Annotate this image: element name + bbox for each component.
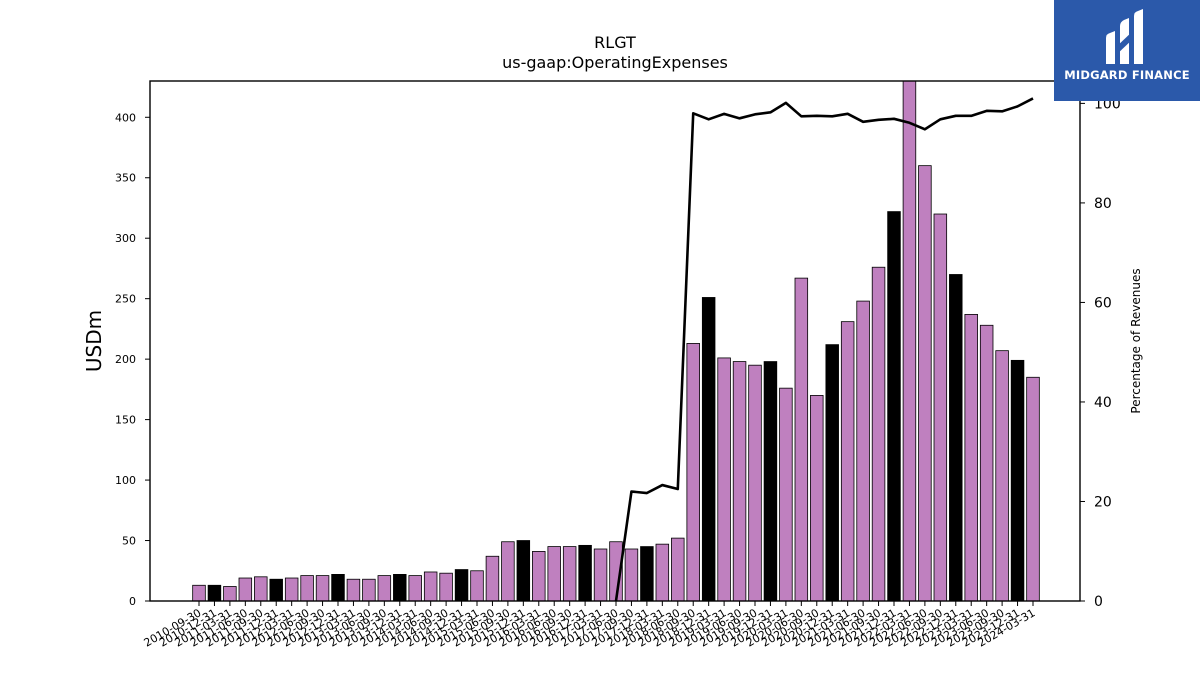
- y2-tick-label: 40: [1094, 395, 1112, 411]
- y-tick-label: 50: [122, 535, 136, 548]
- bar-2021-03-31: [840, 321, 855, 602]
- midgard-finance-logo: MIDGARD FINANCE: [1054, 0, 1200, 101]
- y-tick-label: 300: [115, 232, 136, 245]
- bar-2017-09-30: [624, 548, 639, 602]
- bar-2023-09-30: [995, 350, 1009, 602]
- bar-2011-03-31: [223, 586, 237, 602]
- bar-2022-09-30: [933, 213, 948, 602]
- y-tick-label: 100: [115, 474, 136, 487]
- y-tick-label: 250: [115, 293, 136, 306]
- plot-frame: [149, 80, 1081, 602]
- bar-2018-06-30: [671, 537, 685, 602]
- bar-2016-06-30: [547, 546, 561, 602]
- bar-2011-12-31: [269, 578, 283, 602]
- chart-title: RLGT: [594, 33, 636, 52]
- bar-2018-12-31: [701, 297, 716, 602]
- bar-2021-06-30: [856, 300, 870, 602]
- bar-2018-09-30: [686, 343, 700, 602]
- bar-2013-03-31: [346, 578, 361, 602]
- bar-2013-12-31: [393, 574, 407, 602]
- bar-2016-09-30: [562, 546, 577, 602]
- bar-2015-12-31: [516, 540, 531, 602]
- y-tick-label: 400: [115, 111, 136, 124]
- pct-of-revenues-line: [614, 97, 1034, 602]
- bar-2011-06-30: [238, 577, 253, 602]
- bar-2017-12-31: [640, 546, 654, 602]
- bar-2022-06-30: [918, 165, 932, 602]
- bar-2021-09-30: [871, 266, 886, 602]
- y-axis-label: USDm: [82, 310, 106, 372]
- y-tick-label: 0: [129, 595, 136, 608]
- bar-2010-09-30: [192, 584, 206, 602]
- y-tick-label: 350: [115, 172, 136, 185]
- bar-2020-12-31: [825, 344, 839, 602]
- bar-2024-03-31: [1026, 376, 1040, 602]
- bar-2014-12-31: [454, 569, 469, 602]
- bar-2019-06-30: [732, 361, 747, 602]
- logo-text: MIDGARD FINANCE: [1064, 68, 1190, 82]
- bar-2019-09-30: [748, 364, 762, 602]
- bar-2012-09-30: [315, 575, 330, 602]
- bar-2019-03-31: [717, 357, 731, 602]
- bar-2011-09-30: [254, 576, 268, 602]
- y-tick-label: 150: [115, 414, 136, 427]
- bar-2023-12-31: [1010, 359, 1025, 602]
- bar-2014-06-30: [423, 571, 438, 602]
- bar-2012-12-31: [331, 574, 345, 602]
- chart-subtitle: us-gaap:OperatingExpenses: [502, 53, 728, 72]
- bar-2014-03-31: [408, 575, 422, 602]
- bar-2016-03-31: [532, 551, 546, 602]
- midgard-logo-icon: [1106, 9, 1143, 64]
- bar-2022-03-31: [902, 80, 917, 602]
- y2-tick-label: 20: [1094, 494, 1112, 510]
- bar-2015-09-30: [501, 541, 515, 602]
- bar-2010-12-31: [207, 584, 222, 602]
- bar-2014-09-30: [439, 572, 453, 602]
- bar-2022-12-31: [949, 274, 963, 602]
- y2-tick-label: 80: [1094, 196, 1112, 212]
- bar-2012-03-31: [284, 577, 299, 602]
- bar-2017-03-31: [593, 548, 608, 602]
- bar-2015-06-30: [485, 555, 500, 602]
- bar-2021-12-31: [887, 211, 901, 602]
- bar-2023-06-30: [979, 324, 994, 602]
- bar-2023-03-31: [964, 313, 978, 602]
- y-tick-label: 200: [115, 353, 136, 366]
- bar-2013-06-30: [362, 578, 376, 602]
- y2-tick-label: 60: [1094, 295, 1112, 311]
- bar-2020-06-30: [794, 277, 809, 602]
- bar-2019-12-31: [763, 361, 778, 602]
- bar-2013-09-30: [377, 575, 392, 602]
- y2-tick-label: 0: [1094, 594, 1103, 610]
- bar-2012-06-30: [300, 575, 314, 602]
- bar-2015-03-31: [470, 570, 484, 602]
- bar-2020-03-31: [779, 387, 793, 602]
- bar-2016-12-31: [578, 544, 592, 602]
- bar-2018-03-31: [655, 543, 670, 602]
- y2-axis-label: Percentage of Revenues: [1129, 268, 1143, 413]
- bar-2020-09-30: [810, 395, 824, 602]
